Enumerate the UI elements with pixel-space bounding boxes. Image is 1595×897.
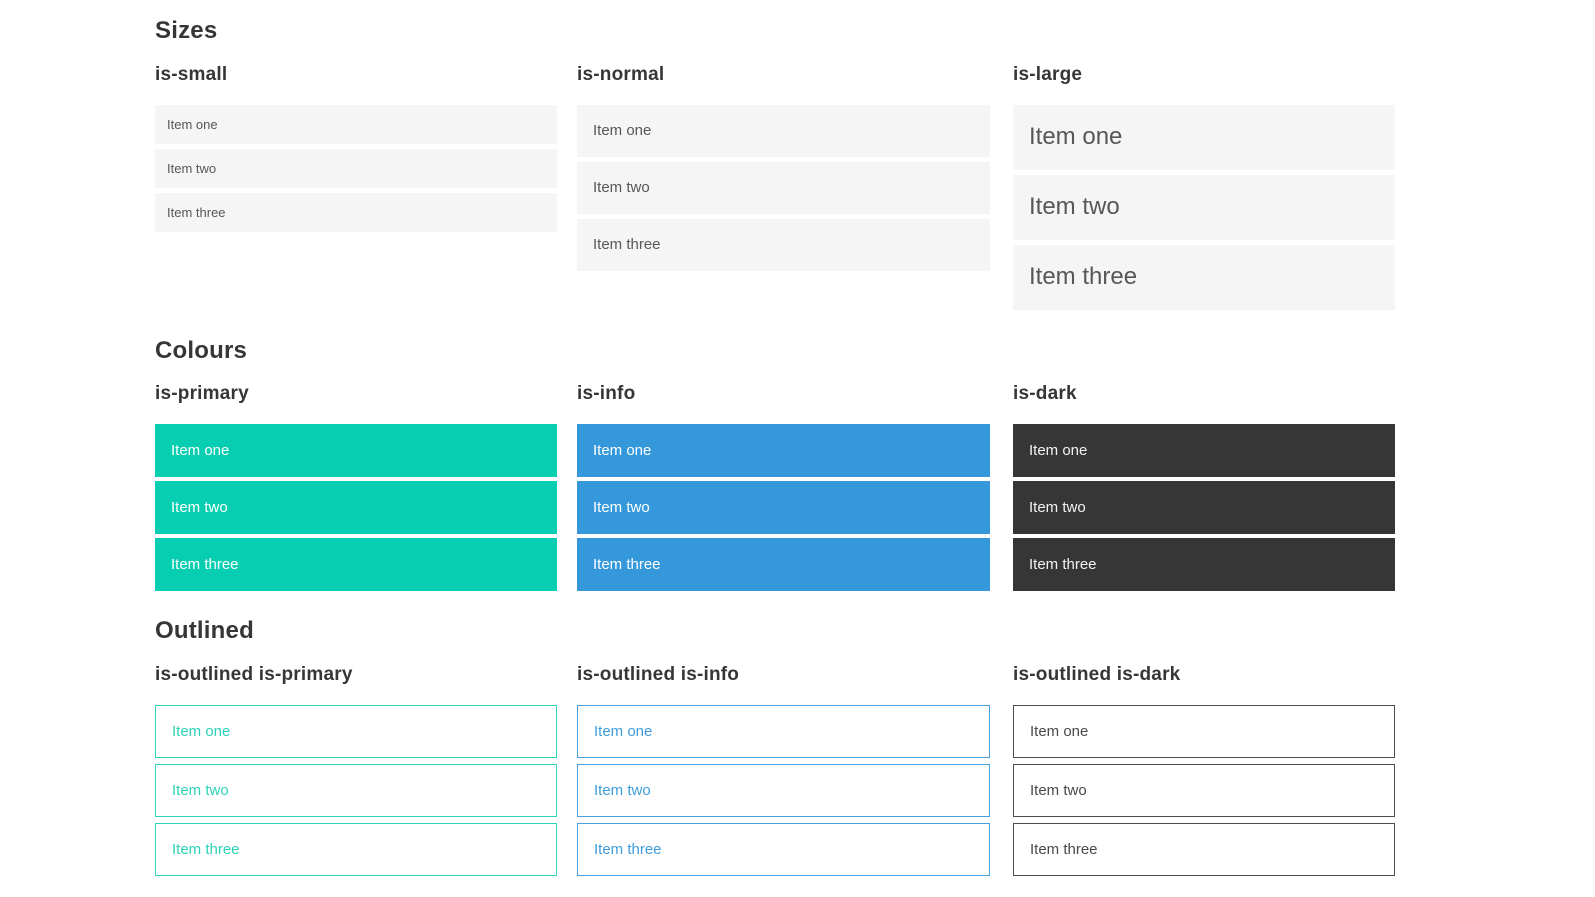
column-label-is-dark: is-dark (1013, 383, 1077, 405)
section-colours: Colours is-primary Item one Item two Ite… (155, 337, 1595, 596)
column-is-normal: is-normal Item one Item two Item three (577, 64, 990, 276)
list-outlined-dark: Item one Item two Item three (1013, 704, 1395, 876)
column-label-is-primary: is-primary (155, 383, 249, 405)
column-is-dark: is-dark Item one Item two Item three (1013, 383, 1395, 595)
list-item[interactable]: Item three (577, 218, 990, 271)
column-is-outlined-is-info: is-outlined is-info Item one Item two It… (577, 664, 990, 882)
column-is-outlined-is-primary: is-outlined is-primary Item one Item two… (155, 664, 557, 882)
column-label-is-large: is-large (1013, 63, 1083, 85)
list-item[interactable]: Item two (1013, 763, 1395, 817)
list-normal: Item one Item two Item three (577, 104, 990, 271)
column-label-is-small: is-small (155, 63, 228, 85)
column-is-outlined-is-dark: is-outlined is-dark Item one Item two It… (1013, 664, 1395, 882)
list-item[interactable]: Item two (1013, 481, 1395, 535)
section-title-colours: Colours (155, 336, 248, 364)
list-item[interactable]: Item one (577, 424, 990, 478)
list-item[interactable]: Item one (1013, 424, 1395, 478)
list-item[interactable]: Item three (155, 192, 557, 232)
list-item[interactable]: Item one (155, 704, 557, 758)
list-item[interactable]: Item one (155, 104, 557, 144)
list-item[interactable]: Item two (577, 763, 990, 817)
section-outlined: Outlined is-outlined is-primary Item one… (155, 617, 1595, 882)
column-label-is-outlined-is-primary: is-outlined is-primary (155, 664, 353, 686)
list-item[interactable]: Item one (577, 104, 990, 157)
outlined-columns: is-outlined is-primary Item one Item two… (155, 664, 1595, 882)
list-small: Item one Item two Item three (155, 104, 557, 232)
column-is-primary: is-primary Item one Item two Item three (155, 383, 557, 595)
list-item[interactable]: Item two (155, 763, 557, 817)
list-large: Item one Item two Item three (1013, 104, 1395, 310)
colours-columns: is-primary Item one Item two Item three … (155, 383, 1595, 595)
column-label-is-info: is-info (577, 383, 636, 405)
column-is-info: is-info Item one Item two Item three (577, 383, 990, 595)
sizes-columns: is-small Item one Item two Item three is… (155, 64, 1595, 315)
list-outlined-primary: Item one Item two Item three (155, 704, 557, 876)
list-outlined-info: Item one Item two Item three (577, 704, 990, 876)
list-item[interactable]: Item three (1013, 822, 1395, 876)
list-item[interactable]: Item three (577, 822, 990, 876)
column-label-is-outlined-is-info: is-outlined is-info (577, 664, 740, 686)
list-item[interactable]: Item one (1013, 104, 1395, 170)
list-item[interactable]: Item two (155, 481, 557, 535)
list-item[interactable]: Item three (155, 822, 557, 876)
column-label-is-outlined-is-dark: is-outlined is-dark (1013, 664, 1181, 686)
list-item[interactable]: Item two (155, 148, 557, 188)
list-item[interactable]: Item two (1013, 174, 1395, 240)
column-label-is-normal: is-normal (577, 63, 665, 85)
section-title-sizes: Sizes (155, 17, 218, 44)
column-is-small: is-small Item one Item two Item three (155, 64, 557, 237)
list-item[interactable]: Item three (1013, 538, 1395, 592)
column-is-large: is-large Item one Item two Item three (1013, 64, 1395, 315)
list-item[interactable]: Item three (577, 538, 990, 592)
list-info: Item one Item two Item three (577, 424, 990, 592)
list-item[interactable]: Item one (155, 424, 557, 478)
list-primary: Item one Item two Item three (155, 424, 557, 592)
list-item[interactable]: Item three (1013, 244, 1395, 310)
list-dark: Item one Item two Item three (1013, 424, 1395, 592)
list-item[interactable]: Item three (155, 538, 557, 592)
list-item[interactable]: Item two (577, 481, 990, 535)
list-item[interactable]: Item one (577, 704, 990, 758)
section-sizes: Sizes is-small Item one Item two Item th… (155, 17, 1595, 315)
section-title-outlined: Outlined (155, 617, 254, 645)
list-item[interactable]: Item one (1013, 704, 1395, 758)
list-item[interactable]: Item two (577, 161, 990, 214)
